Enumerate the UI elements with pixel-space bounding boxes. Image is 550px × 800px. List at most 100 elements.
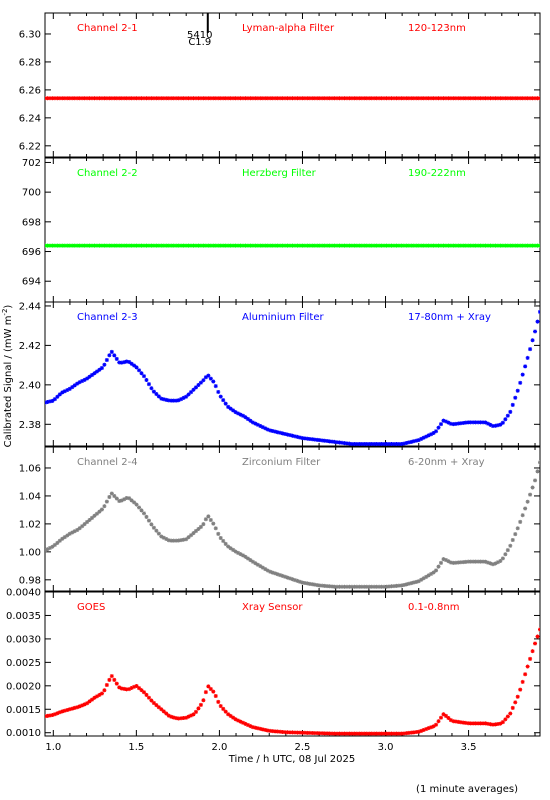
data-point bbox=[52, 712, 57, 717]
data-point bbox=[523, 243, 528, 248]
data-point bbox=[359, 442, 364, 446]
data-point bbox=[508, 409, 513, 414]
data-point bbox=[396, 442, 401, 446]
data-point bbox=[486, 560, 491, 565]
data-point bbox=[124, 96, 129, 101]
data-point bbox=[538, 96, 540, 101]
data-point bbox=[498, 422, 503, 427]
data-point bbox=[325, 731, 330, 736]
data-point bbox=[325, 439, 330, 444]
data-point bbox=[335, 96, 340, 101]
data-point bbox=[132, 500, 137, 505]
data-point bbox=[429, 571, 434, 576]
data-point bbox=[466, 420, 471, 425]
data-point bbox=[270, 570, 275, 575]
data-point bbox=[87, 243, 92, 248]
data-point bbox=[471, 721, 476, 726]
data-point bbox=[208, 243, 213, 248]
data-point bbox=[179, 397, 184, 402]
data-point bbox=[419, 436, 424, 441]
data-point bbox=[317, 583, 322, 588]
data-point bbox=[144, 692, 149, 697]
data-point bbox=[466, 96, 471, 101]
data-point bbox=[270, 96, 275, 101]
data-point bbox=[525, 96, 530, 101]
data-point bbox=[236, 96, 241, 101]
data-point bbox=[127, 243, 132, 248]
data-point bbox=[137, 505, 142, 510]
data-point bbox=[90, 373, 95, 378]
data-point bbox=[315, 96, 320, 101]
data-point bbox=[206, 243, 211, 248]
data-point bbox=[362, 584, 367, 589]
panel-label: Channel 2-1 bbox=[77, 23, 138, 34]
data-point bbox=[377, 96, 382, 101]
data-point bbox=[340, 440, 344, 445]
data-point bbox=[421, 243, 426, 248]
data-point bbox=[102, 362, 107, 367]
data-point bbox=[458, 243, 463, 248]
data-point bbox=[391, 442, 396, 446]
data-point bbox=[203, 517, 208, 522]
data-point bbox=[151, 96, 156, 101]
data-point bbox=[198, 243, 203, 248]
data-point bbox=[201, 243, 206, 248]
data-point bbox=[99, 96, 104, 101]
data-point bbox=[357, 731, 362, 736]
data-point bbox=[233, 96, 238, 101]
data-point bbox=[414, 96, 419, 101]
data-point bbox=[285, 432, 290, 437]
data-point bbox=[268, 96, 273, 101]
data-point bbox=[208, 687, 213, 692]
data-point bbox=[488, 96, 493, 101]
data-point bbox=[144, 96, 149, 101]
data-point bbox=[486, 721, 491, 726]
data-point bbox=[416, 243, 421, 248]
data-point bbox=[337, 584, 342, 589]
data-point bbox=[483, 243, 488, 248]
data-point bbox=[530, 96, 535, 101]
data-point bbox=[357, 442, 362, 446]
data-point bbox=[218, 536, 223, 541]
data-point bbox=[80, 524, 85, 529]
y-tick-label: 702 bbox=[22, 158, 41, 169]
data-point bbox=[486, 96, 491, 101]
data-point bbox=[87, 517, 92, 522]
data-point bbox=[290, 730, 295, 735]
data-point bbox=[354, 731, 359, 736]
data-point bbox=[104, 499, 109, 504]
data-point bbox=[421, 96, 426, 101]
data-point bbox=[297, 435, 302, 440]
data-point bbox=[307, 436, 312, 441]
data-point bbox=[57, 538, 62, 543]
data-point bbox=[525, 499, 530, 504]
y-tick-label: 2.38 bbox=[19, 420, 41, 431]
data-point bbox=[169, 714, 174, 719]
data-point bbox=[112, 353, 117, 358]
data-point bbox=[505, 96, 510, 101]
data-point bbox=[159, 707, 164, 712]
data-point bbox=[129, 685, 134, 690]
data-point bbox=[122, 497, 127, 502]
data-point bbox=[218, 243, 223, 248]
data-point bbox=[107, 495, 112, 500]
data-point bbox=[191, 243, 196, 248]
data-point bbox=[498, 558, 503, 563]
x-tick-label: 3.0 bbox=[378, 742, 394, 753]
data-point bbox=[55, 540, 60, 545]
data-point bbox=[292, 96, 297, 101]
data-point bbox=[221, 538, 226, 543]
data-point bbox=[424, 434, 429, 439]
data-point bbox=[47, 545, 52, 550]
data-point bbox=[387, 442, 392, 446]
data-point bbox=[528, 243, 533, 248]
data-point bbox=[411, 580, 416, 585]
data-point bbox=[431, 243, 436, 248]
data-point bbox=[473, 721, 478, 726]
data-point bbox=[288, 433, 293, 438]
data-point bbox=[352, 731, 357, 736]
data-point bbox=[75, 705, 80, 710]
data-point bbox=[142, 374, 146, 379]
data-point bbox=[322, 731, 327, 736]
